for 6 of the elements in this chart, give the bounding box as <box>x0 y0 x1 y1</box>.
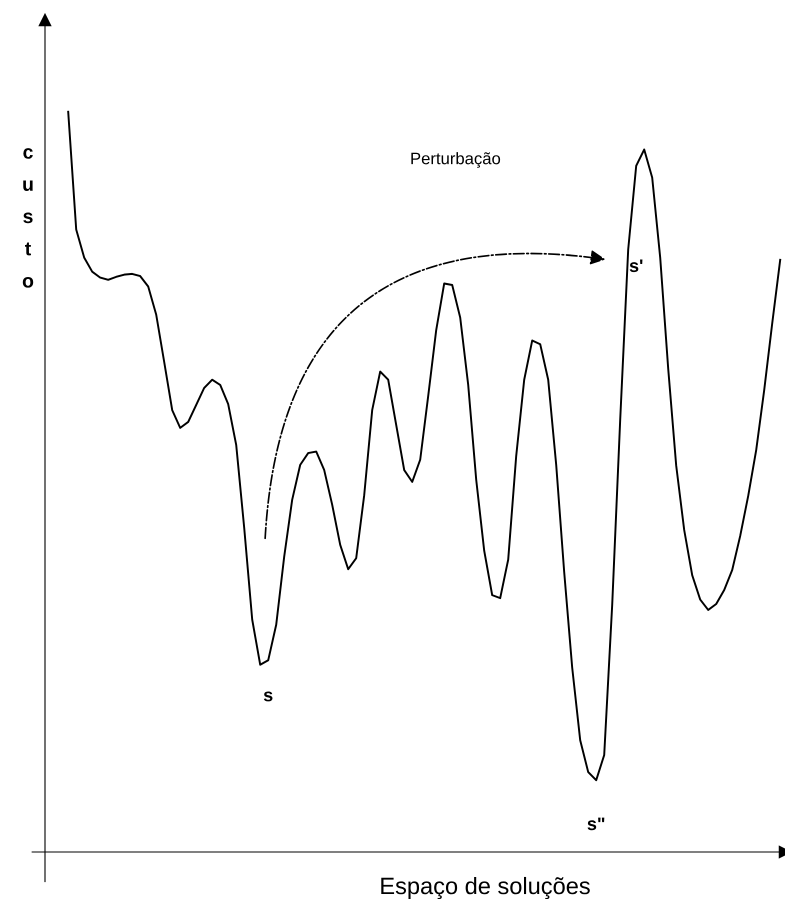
annotation: s' <box>630 259 642 272</box>
annotation: s" <box>588 818 604 830</box>
y-axis-title: custo <box>22 148 34 288</box>
annotation: Perturbação <box>411 152 500 168</box>
x-axis-title: Espaço de soluções <box>381 876 590 900</box>
annotation: s <box>264 692 272 702</box>
